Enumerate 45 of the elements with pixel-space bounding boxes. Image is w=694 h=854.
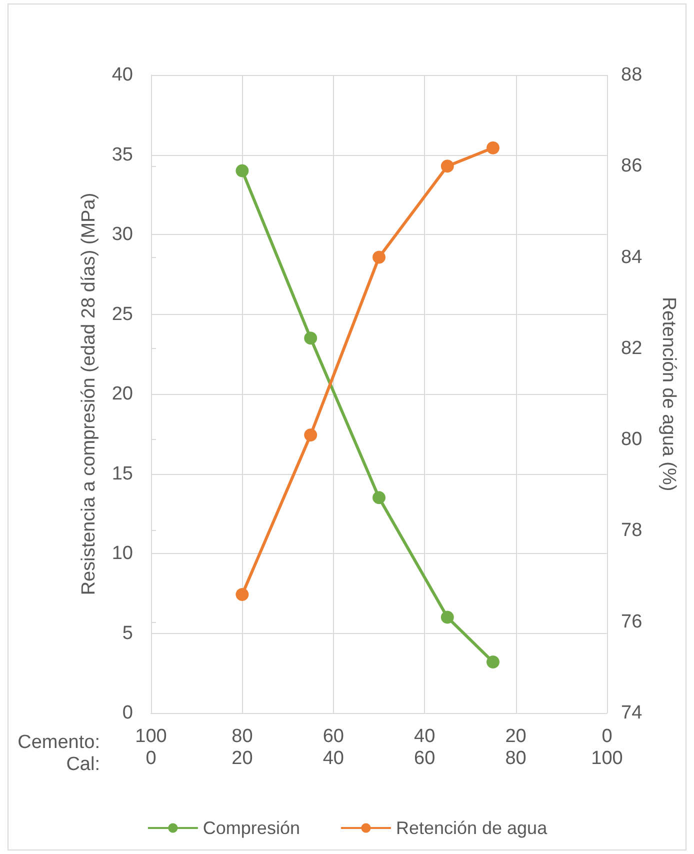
y-tick-label: 35 xyxy=(112,144,133,166)
x2-tick-label: 80 xyxy=(505,748,526,769)
x2-tick-label: 60 xyxy=(414,748,436,769)
y2-tick-label: 84 xyxy=(621,246,643,268)
point xyxy=(304,428,318,442)
x-tick-label: 80 xyxy=(232,726,253,747)
x2-tick-label: 20 xyxy=(232,748,253,769)
y-tick-label: 30 xyxy=(112,224,133,245)
y-tick-label: 5 xyxy=(122,622,133,644)
legend-label: Retención de agua xyxy=(396,818,548,838)
y2-tick-label: 78 xyxy=(621,520,642,542)
y-tick-label: 0 xyxy=(122,702,133,724)
point xyxy=(372,250,386,264)
legend-label: Compresión xyxy=(202,818,300,838)
y2-axis-title: Retención de agua (%) xyxy=(658,296,679,492)
x-tick-label: 100 xyxy=(135,726,167,747)
y-tick-label: 10 xyxy=(112,543,133,564)
point xyxy=(372,491,386,504)
y2-tick-label: 82 xyxy=(621,338,642,359)
x-tick-label: 0 xyxy=(602,726,612,747)
x-tick-label: 20 xyxy=(505,726,526,747)
x2-tick-label: 40 xyxy=(322,748,344,769)
point xyxy=(486,655,500,668)
y-tick-label: 20 xyxy=(112,384,133,404)
x-tick-label: 40 xyxy=(414,726,436,747)
y2-tick-label: 76 xyxy=(621,611,642,632)
y-tick-label: 25 xyxy=(112,304,133,325)
y-tick-label: 40 xyxy=(112,64,133,86)
x2-axis-title: Cal: xyxy=(66,754,100,775)
y2-tick-label: 74 xyxy=(621,702,643,724)
point xyxy=(236,588,249,602)
x-tick-label: 60 xyxy=(322,726,344,747)
point xyxy=(236,164,249,178)
point xyxy=(440,610,454,624)
y2-tick-label: 88 xyxy=(621,64,642,86)
point xyxy=(304,332,318,345)
y2-tick-label: 80 xyxy=(621,429,642,450)
y-axis-title: Resistencia a compresión (edad 28 días) (MPa) xyxy=(78,192,100,596)
y-tick-label: 15 xyxy=(112,463,133,484)
y2-tick-label: 86 xyxy=(621,156,642,177)
x2-tick-label: 100 xyxy=(591,748,623,769)
point xyxy=(440,160,454,173)
point xyxy=(486,141,500,154)
x-axis-title: Cemento: xyxy=(18,732,100,753)
x2-tick-label: 0 xyxy=(146,748,156,769)
